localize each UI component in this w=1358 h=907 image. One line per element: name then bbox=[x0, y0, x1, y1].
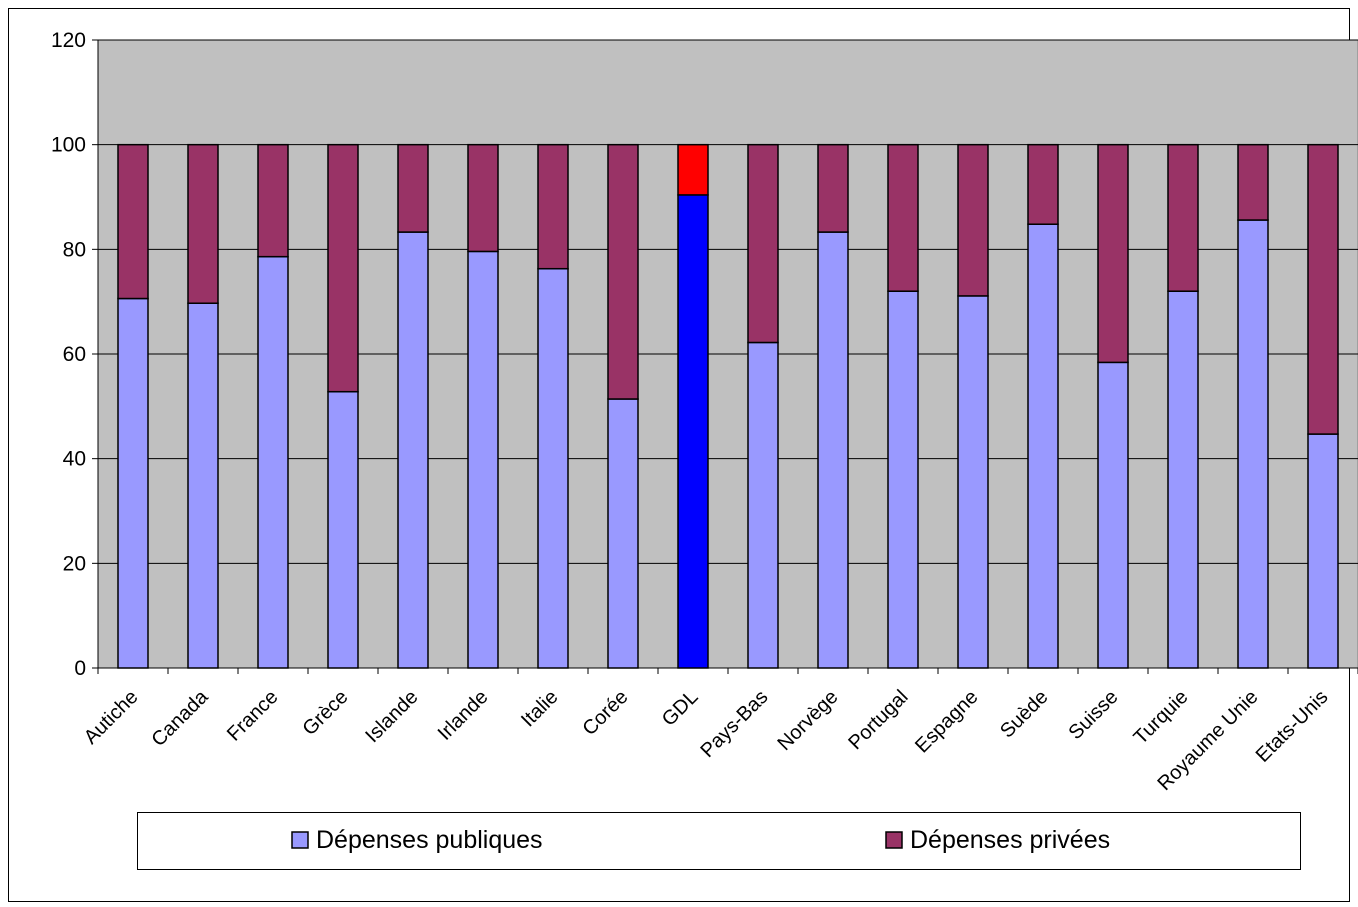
bar-privees bbox=[1237, 143, 1269, 221]
bar-privees bbox=[607, 143, 639, 400]
bar-publiques bbox=[327, 390, 359, 669]
bar-privees bbox=[537, 143, 569, 270]
bar-publiques bbox=[187, 302, 219, 669]
bar-privees bbox=[1307, 143, 1339, 435]
bars bbox=[117, 143, 1339, 669]
bar-publiques bbox=[887, 290, 919, 669]
bar-publiques bbox=[1027, 223, 1059, 669]
bar-privees bbox=[817, 143, 849, 233]
legend-swatch bbox=[291, 831, 309, 849]
bar-privees bbox=[117, 143, 149, 300]
legend: Dépenses publiques Dépenses privées bbox=[137, 812, 1301, 870]
gridlines bbox=[98, 39, 1358, 564]
y-tick-label: 40 bbox=[63, 448, 86, 471]
bar-publiques bbox=[957, 295, 989, 669]
y-tick-label: 20 bbox=[63, 552, 86, 575]
y-tick-label: 0 bbox=[74, 657, 86, 680]
legend-box bbox=[137, 812, 1301, 870]
bar-privees bbox=[467, 143, 499, 253]
bar-publiques bbox=[1237, 219, 1269, 669]
bar-privees bbox=[1027, 143, 1059, 225]
bar-publiques bbox=[817, 231, 849, 669]
bar-publiques bbox=[257, 255, 289, 669]
bar-privees bbox=[257, 143, 289, 258]
bar-publiques bbox=[747, 341, 779, 669]
bar-privees bbox=[747, 143, 779, 344]
bar-publiques bbox=[397, 231, 429, 669]
bar-publiques bbox=[1097, 361, 1129, 669]
legend-swatch bbox=[885, 831, 903, 849]
bar-privees bbox=[677, 143, 709, 196]
y-tick-label: 60 bbox=[63, 343, 86, 366]
bar-publiques bbox=[1167, 290, 1199, 669]
bar-publiques bbox=[467, 250, 499, 669]
bar-privees bbox=[327, 143, 359, 393]
bar-publiques bbox=[607, 398, 639, 669]
y-tick-label: 120 bbox=[51, 29, 86, 52]
bar-privees bbox=[1097, 143, 1129, 364]
bar-publiques bbox=[1307, 433, 1339, 669]
y-tick-label: 80 bbox=[63, 238, 86, 261]
legend-label: Dépenses publiques bbox=[316, 826, 543, 854]
bar-publiques bbox=[677, 194, 709, 669]
bar-privees bbox=[887, 143, 919, 292]
y-tick-label: 100 bbox=[51, 134, 86, 157]
bar-privees bbox=[397, 143, 429, 233]
bar-publiques bbox=[117, 297, 149, 669]
bar-privees bbox=[187, 143, 219, 304]
bar-privees bbox=[957, 143, 989, 297]
legend-label: Dépenses privées bbox=[910, 826, 1110, 854]
bar-privees bbox=[1167, 143, 1199, 292]
bar-publiques bbox=[537, 267, 569, 669]
